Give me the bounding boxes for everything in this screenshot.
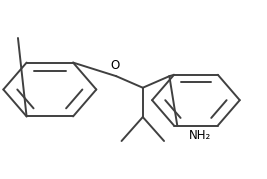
Text: NH₂: NH₂ [189,129,211,142]
Text: O: O [110,59,120,72]
